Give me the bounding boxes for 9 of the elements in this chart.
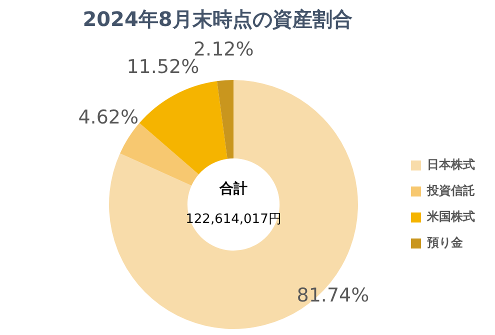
data-label: 4.62% bbox=[78, 106, 139, 128]
legend-label: 日本株式 bbox=[427, 158, 475, 172]
text: 合計 bbox=[218, 181, 248, 198]
text: 122,614,017円 bbox=[186, 212, 282, 227]
legend-label: 預り金 bbox=[426, 236, 464, 250]
data-label: 81.74% bbox=[296, 284, 370, 306]
legend-label: 投資信託 bbox=[426, 184, 475, 198]
legend-label: 米国株式 bbox=[426, 210, 475, 224]
chart-title: 2024年8月末時点の資産割合 bbox=[82, 6, 354, 33]
